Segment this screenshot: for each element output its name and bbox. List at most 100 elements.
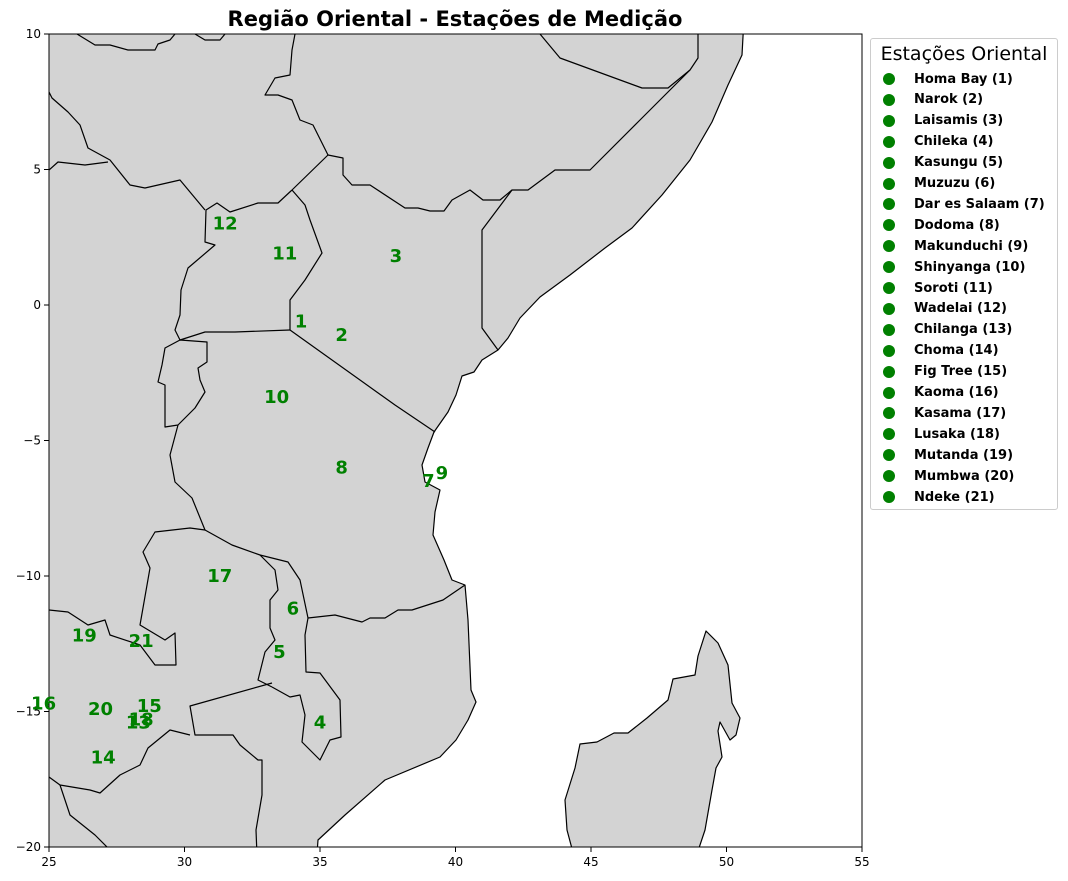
station-label-1: 1 [295, 311, 308, 332]
border-top-small [194, 34, 226, 41]
legend-title: Estações Oriental [880, 43, 1048, 65]
legend-item-label: Lusaka (18) [914, 426, 1000, 442]
legend-item: Mutanda (19) [881, 445, 1013, 465]
station-label-9: 9 [436, 463, 449, 484]
border-malawi [259, 554, 342, 761]
legend-item-label: Muzuzu (6) [914, 176, 996, 191]
border-zambia-zimbabwe [49, 729, 191, 794]
legend-marker-icon [883, 198, 895, 211]
legend-item: Choma (14) [881, 341, 999, 361]
legend-marker-icon [883, 302, 895, 315]
station-label-8: 8 [335, 458, 348, 479]
legend-item: Narok (2) [881, 90, 983, 110]
legend-marker-icon [883, 156, 895, 169]
station-label-3: 3 [390, 246, 403, 267]
station-label-14: 14 [91, 748, 116, 769]
station-label-5: 5 [273, 642, 286, 663]
legend-item-label: Soroti (11) [914, 280, 993, 296]
legend-item-label: Dodoma (8) [914, 217, 1000, 233]
y-tick-label: 10 [26, 27, 41, 41]
y-tick-label: 0 [33, 298, 41, 312]
y-tick-label: −15 [16, 705, 41, 719]
station-label-11: 11 [272, 244, 297, 265]
legend-item-label: Shinyanga (10) [914, 259, 1026, 275]
border-rwanda-burundi [157, 339, 208, 428]
border-uganda-tanzania [179, 329, 291, 341]
station-label-13: 13 [126, 712, 151, 733]
x-tick-label: 35 [312, 855, 327, 869]
x-tick-label: 45 [583, 855, 598, 869]
legend-item-label: Dar es Salaam (7) [914, 196, 1045, 212]
legend-item-label: Wadelai (12) [914, 301, 1007, 317]
border-sudan-ethiopia [264, 34, 329, 156]
map-title: Região Oriental - Estações de Medição [228, 7, 683, 31]
legend-item-label: Mutanda (19) [914, 447, 1014, 463]
station-label-2: 2 [335, 325, 348, 346]
legend-item: Soroti (11) [881, 278, 993, 298]
x-tick-label: 25 [41, 855, 56, 869]
legend-item: Homa Bay (1) [881, 69, 1013, 89]
legend-item: Muzuzu (6) [881, 174, 995, 194]
legend-item-label: Choma (14) [914, 343, 999, 359]
y-tick-label: −10 [16, 569, 41, 583]
legend-item-label: Chilanga (13) [914, 322, 1013, 338]
legend-marker-icon [883, 470, 895, 483]
border-drc-tanzania [49, 424, 206, 666]
legend-item-label: Fig Tree (15) [914, 364, 1008, 380]
station-label-21: 21 [129, 631, 154, 652]
legend-item: Makunduchi (9) [881, 236, 1028, 256]
legend-item-label: Mumbwa (20) [914, 468, 1015, 484]
border-car-top [76, 34, 176, 51]
legend-item-label: Kaoma (16) [914, 385, 999, 400]
legend-item-label: Laisamis (3) [914, 113, 1004, 129]
station-label-18: 18 [129, 710, 154, 731]
station-label-20: 20 [88, 699, 113, 720]
border-kenya-somalia [481, 189, 513, 351]
legend-item-label: Ndeke (21) [914, 489, 995, 505]
legend-marker-icon [883, 261, 895, 274]
x-tick-label: 40 [448, 855, 463, 869]
station-label-10: 10 [264, 387, 289, 408]
legend-item: Kaoma (16) [881, 383, 999, 403]
legend-item: Chilanga (13) [881, 320, 1012, 340]
station-label-12: 12 [213, 214, 238, 235]
border-drc-sudan [49, 91, 206, 211]
legend: Estações Oriental Homa Bay (1) Narok (2) L… [870, 38, 1058, 510]
legend-item: Dar es Salaam (7) [881, 194, 1045, 214]
x-tick-label: 50 [719, 855, 734, 869]
border-sudan-uganda [174, 189, 293, 341]
legend-marker-icon [883, 365, 895, 378]
legend-item: Kasungu (5) [881, 153, 1003, 173]
border-sudan-kenya [291, 34, 699, 212]
land-layer [49, 34, 744, 847]
legend-marker-icon [883, 344, 895, 357]
legend-marker-icon [883, 114, 895, 127]
legend-item-label: Makunduchi (9) [914, 238, 1029, 254]
legend-item-label: Chileka (4) [914, 134, 994, 150]
x-tick-label: 30 [177, 855, 192, 869]
legend-item: Wadelai (12) [881, 299, 1007, 319]
legend-item: Chileka (4) [881, 132, 993, 152]
legend-item-label: Kasungu (5) [914, 155, 1004, 171]
madagascar [564, 630, 741, 847]
legend-item: Fig Tree (15) [881, 362, 1007, 382]
legend-item-label: Homa Bay (1) [914, 71, 1013, 87]
border-zambia-mozambique-zim [189, 682, 273, 847]
border-uganda-kenya [289, 189, 323, 330]
legend-item: Kasama (17) [881, 403, 1006, 423]
legend-item: Mumbwa (20) [881, 466, 1014, 486]
legend-item: Laisamis (3) [881, 111, 1003, 131]
legend-marker-icon [883, 407, 895, 420]
legend-item-label: Narok (2) [914, 92, 984, 108]
legend-marker-icon [883, 428, 895, 441]
x-tick-label: 55 [854, 855, 869, 869]
y-axis: 10 5 0 −5 −10 −15 −20 [16, 27, 49, 854]
legend-marker-icon [883, 386, 895, 399]
station-label-4: 4 [314, 712, 327, 733]
mainland-africa [49, 34, 744, 847]
y-tick-label: −20 [16, 840, 41, 854]
station-label-19: 19 [72, 626, 97, 647]
legend-marker-icon [883, 135, 895, 148]
